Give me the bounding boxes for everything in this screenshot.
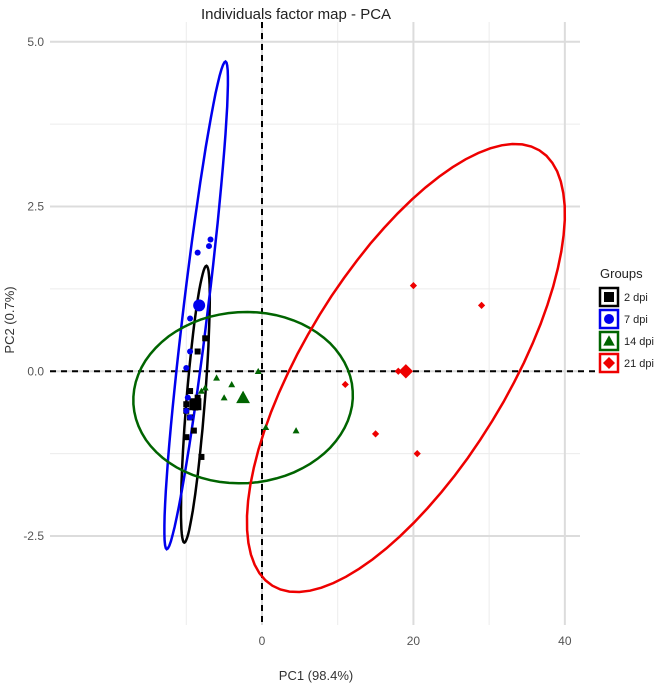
legend-marker-14-dpi bbox=[603, 335, 615, 346]
point-14-dpi bbox=[201, 384, 209, 391]
ellipse-7-dpi bbox=[163, 59, 230, 551]
point-7-dpi bbox=[194, 249, 201, 256]
point-7-dpi bbox=[207, 236, 214, 243]
point-14-dpi bbox=[197, 387, 205, 394]
point-2-dpi bbox=[194, 348, 201, 355]
point-14-dpi bbox=[228, 381, 236, 388]
centroid-14-dpi bbox=[236, 390, 250, 404]
reference-lines bbox=[50, 22, 610, 625]
point-21-dpi bbox=[371, 430, 380, 438]
legend-marker-21-dpi bbox=[603, 357, 615, 369]
y-tick-label: 0.0 bbox=[27, 364, 44, 378]
y-tick-label: 2.5 bbox=[27, 200, 44, 214]
legend-label: 2 dpi bbox=[624, 292, 648, 304]
point-21-dpi bbox=[341, 380, 349, 389]
point-7-dpi bbox=[183, 364, 190, 371]
point-2-dpi bbox=[183, 434, 190, 441]
data-points bbox=[183, 236, 486, 460]
legend-marker-7-dpi bbox=[604, 314, 614, 324]
ellipse-14-dpi bbox=[132, 310, 355, 485]
legend-item-2-dpi: 2 dpi bbox=[598, 286, 648, 308]
legend-label: 14 dpi bbox=[624, 336, 654, 348]
point-21-dpi bbox=[394, 367, 402, 375]
legend-label: 7 dpi bbox=[624, 314, 648, 326]
point-7-dpi bbox=[187, 348, 194, 355]
centroid-21-dpi bbox=[398, 364, 414, 379]
y-tick-label: -2.5 bbox=[23, 529, 44, 543]
x-tick-label: 0 bbox=[259, 634, 266, 648]
centroid-7-dpi bbox=[193, 299, 206, 312]
point-2-dpi bbox=[190, 427, 197, 434]
x-tick-label: 20 bbox=[407, 634, 421, 648]
legend-label: 21 dpi bbox=[624, 358, 654, 370]
chart-title: Individuals factor map - PCA bbox=[201, 6, 391, 23]
point-14-dpi bbox=[292, 427, 300, 434]
point-21-dpi bbox=[477, 301, 486, 309]
y-axis-label: PC2 (0.7%) bbox=[2, 286, 17, 353]
point-7-dpi bbox=[206, 243, 212, 250]
point-14-dpi bbox=[220, 394, 228, 401]
centroid-2-dpi bbox=[189, 398, 202, 411]
ellipse-21-dpi bbox=[245, 142, 567, 594]
legend-item-7-dpi: 7 dpi bbox=[598, 308, 648, 330]
point-2-dpi bbox=[202, 335, 209, 342]
legend-item-14-dpi: 14 dpi bbox=[598, 330, 654, 352]
y-tick-label: 5.0 bbox=[27, 35, 44, 49]
point-7-dpi bbox=[187, 414, 194, 421]
x-tick-label: 40 bbox=[558, 634, 572, 648]
point-2-dpi bbox=[194, 394, 201, 401]
legend-items: 2 dpi 7 dpi 14 dpi 21 dpi bbox=[598, 286, 654, 374]
point-2-dpi bbox=[183, 401, 190, 408]
legend-item-21-dpi: 21 dpi bbox=[598, 352, 654, 374]
x-axis-label: PC1 (98.4%) bbox=[279, 668, 353, 683]
legend-title: Groups bbox=[600, 266, 643, 281]
legend-marker-2-dpi bbox=[604, 292, 614, 302]
point-7-dpi bbox=[183, 407, 190, 414]
point-2-dpi bbox=[187, 388, 194, 395]
legend: Groups 2 dpi 7 dpi 14 dpi 21 dpi bbox=[598, 266, 654, 374]
point-14-dpi bbox=[254, 367, 262, 375]
point-7-dpi bbox=[184, 394, 191, 401]
point-21-dpi bbox=[413, 450, 421, 458]
tick-labels: 0 20 40 -2.5 0.0 2.5 5.0 bbox=[23, 35, 572, 648]
point-21-dpi bbox=[409, 282, 418, 290]
point-2-dpi bbox=[198, 453, 205, 460]
point-14-dpi bbox=[213, 374, 221, 381]
point-7-dpi bbox=[187, 315, 194, 322]
point-14-dpi bbox=[262, 423, 270, 431]
